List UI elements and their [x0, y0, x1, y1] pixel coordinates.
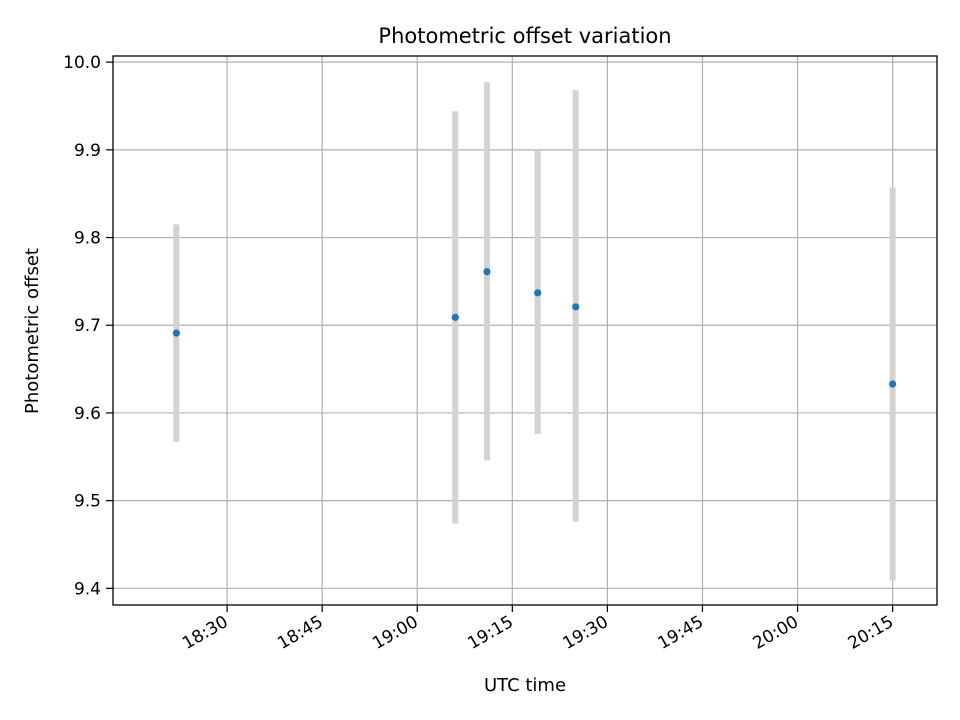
data-point	[889, 380, 897, 388]
y-tick-label: 9.5	[74, 492, 101, 512]
y-tick-label: 10.0	[63, 53, 101, 73]
plot-frame	[112, 55, 938, 606]
chart-title: Photometric offset variation	[378, 24, 671, 48]
y-axis-label: Photometric offset	[22, 248, 43, 414]
data-points	[172, 268, 897, 388]
y-tick-label: 9.6	[74, 404, 101, 424]
data-point	[534, 289, 542, 297]
data-point	[483, 268, 491, 276]
x-axis-label: UTC time	[484, 675, 566, 696]
y-tick-label: 9.8	[74, 229, 101, 249]
y-tick-label: 9.4	[74, 579, 101, 599]
y-axis-ticks: 9.4 9.5 9.6 9.7 9.8 9.9 10.0	[63, 53, 113, 599]
y-tick-label: 9.9	[74, 141, 101, 161]
data-point	[451, 313, 459, 321]
y-tick-label: 9.7	[74, 316, 101, 336]
data-point	[572, 303, 580, 311]
grid	[113, 56, 937, 605]
data-point	[172, 329, 180, 337]
